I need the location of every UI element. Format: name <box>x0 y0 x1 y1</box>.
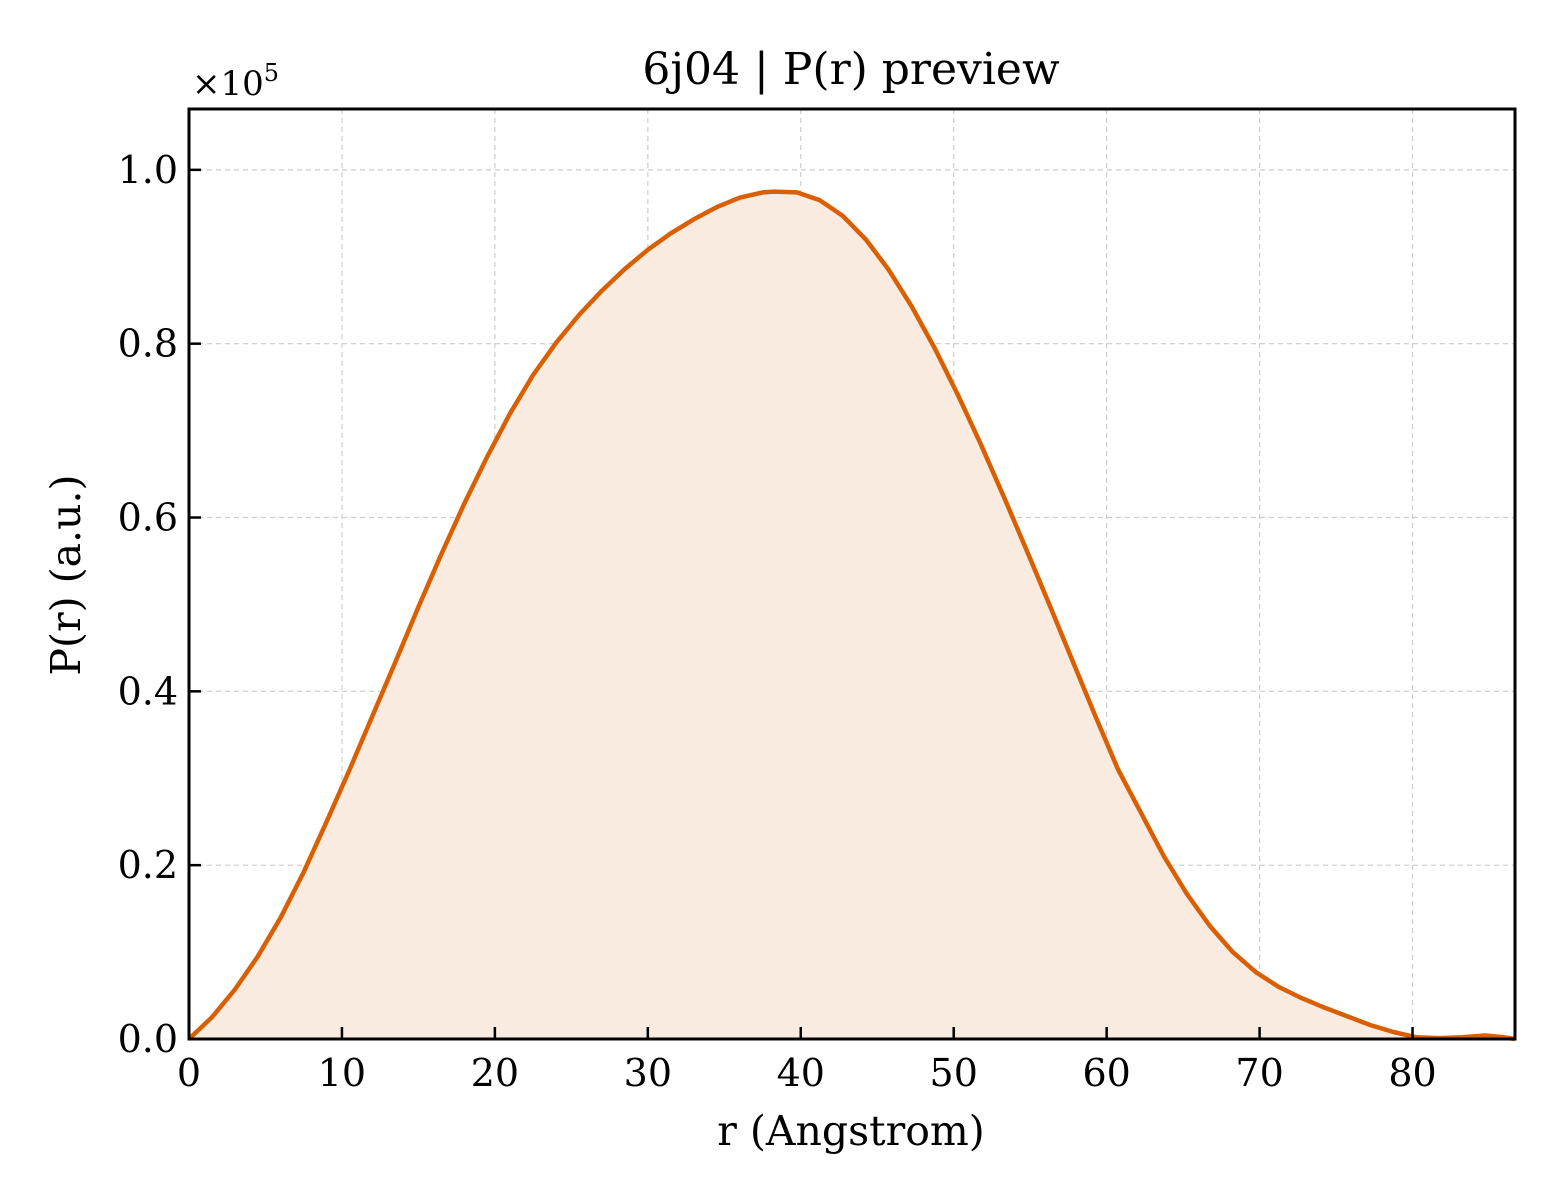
series-line <box>187 189 1516 1042</box>
x-tick-label: 40 <box>777 1051 825 1095</box>
y-tick-labels: 0.0 0.2 0.4 0.6 0.8 1.0 <box>118 148 178 1061</box>
x-tick-label: 80 <box>1388 1051 1436 1095</box>
y-tick-label: 0.8 <box>118 322 178 366</box>
area-fill <box>189 191 1515 1040</box>
y-tick-label: 0.6 <box>118 496 178 540</box>
y-axis-label: P(r) (a.u.) <box>42 474 90 675</box>
x-tick-labels: 0 10 20 30 40 50 60 70 80 <box>177 1051 1437 1095</box>
x-tick-label: 30 <box>624 1051 672 1095</box>
y-tick-label: 0.2 <box>118 843 178 887</box>
x-tick-label: 10 <box>318 1051 366 1095</box>
y-tick-label: 0.4 <box>118 669 178 713</box>
x-axis-label: r (Angstrom) <box>717 1107 985 1155</box>
x-tick-label: 70 <box>1235 1051 1283 1095</box>
x-tick-label: 0 <box>177 1051 201 1095</box>
y-offset-exponent: 5 <box>264 59 279 87</box>
x-tick-label: 20 <box>471 1051 519 1095</box>
x-tick-label: 50 <box>930 1051 978 1095</box>
x-tick-label: 60 <box>1082 1051 1130 1095</box>
y-tick-label: 1.0 <box>118 148 178 192</box>
plot-frame <box>187 107 1517 1041</box>
y-tick-label: 0.0 <box>118 1017 178 1061</box>
chart-title: 6j04 | P(r) preview <box>642 44 1060 95</box>
y-offset-base: ×10 <box>192 64 264 104</box>
y-offset-label: ×105 <box>192 59 279 104</box>
